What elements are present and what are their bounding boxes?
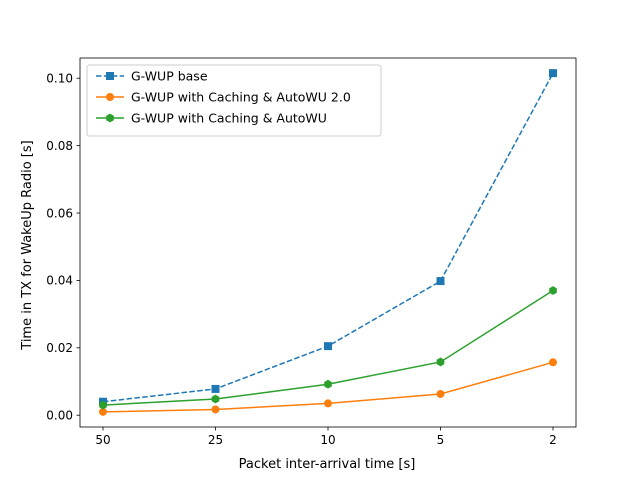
axes: 50 25 10 5 2 0.00 0.02 0.04 0.06 0.08 0.10: [46, 57, 577, 447]
x-tick-label: 50: [95, 433, 110, 447]
data-point: [211, 384, 220, 393]
plot-area: [99, 69, 557, 416]
legend-entry: G-WUP with Caching & AutoWU: [96, 111, 327, 126]
y-tick-label: 0.08: [46, 139, 73, 153]
data-point: [211, 405, 220, 414]
legend-label: G-WUP base: [131, 69, 208, 84]
x-tick-label: 25: [208, 433, 223, 447]
data-point: [324, 399, 332, 408]
data-point: [549, 286, 557, 295]
data-point: [99, 400, 107, 410]
data-point: [549, 358, 557, 367]
data-point: [99, 407, 107, 416]
x-tick-label: 2: [549, 433, 557, 447]
y-tick-label: 0.06: [46, 206, 73, 220]
series-2: [99, 286, 557, 410]
legend-label: G-WUP with Caching & AutoWU: [131, 111, 327, 126]
legend-entry: G-WUP with Caching & AutoWU 2.0: [96, 90, 351, 105]
data-point: [436, 277, 445, 286]
series-1: [99, 358, 557, 416]
y-tick-label: 0.04: [46, 274, 73, 288]
x-tick-label: 10: [320, 433, 335, 447]
x-tick-label: 5: [437, 433, 445, 447]
data-point: [211, 394, 220, 404]
legend-marker: [106, 113, 114, 123]
legend-marker: [106, 72, 114, 80]
data-point: [324, 379, 332, 389]
data-point: [549, 69, 557, 78]
data-point: [324, 342, 332, 351]
y-axis-label: Time in TX for WakeUp Radio [s]: [20, 140, 35, 350]
y-tick-label: 0.02: [46, 341, 73, 355]
y-tick-label: 0.00: [46, 409, 73, 423]
y-tick-label: 0.10: [46, 72, 73, 86]
legend-entry: G-WUP base: [96, 69, 208, 84]
legend: G-WUP base G-WUP with Caching & AutoWU 2.…: [86, 64, 382, 137]
data-point: [436, 357, 445, 367]
data-point: [436, 389, 445, 398]
legend-marker: [106, 93, 114, 101]
legend-box: [86, 64, 382, 137]
legend-label: G-WUP with Caching & AutoWU 2.0: [131, 90, 351, 105]
x-axis-label: Packet inter-arrival time [s]: [239, 457, 416, 472]
